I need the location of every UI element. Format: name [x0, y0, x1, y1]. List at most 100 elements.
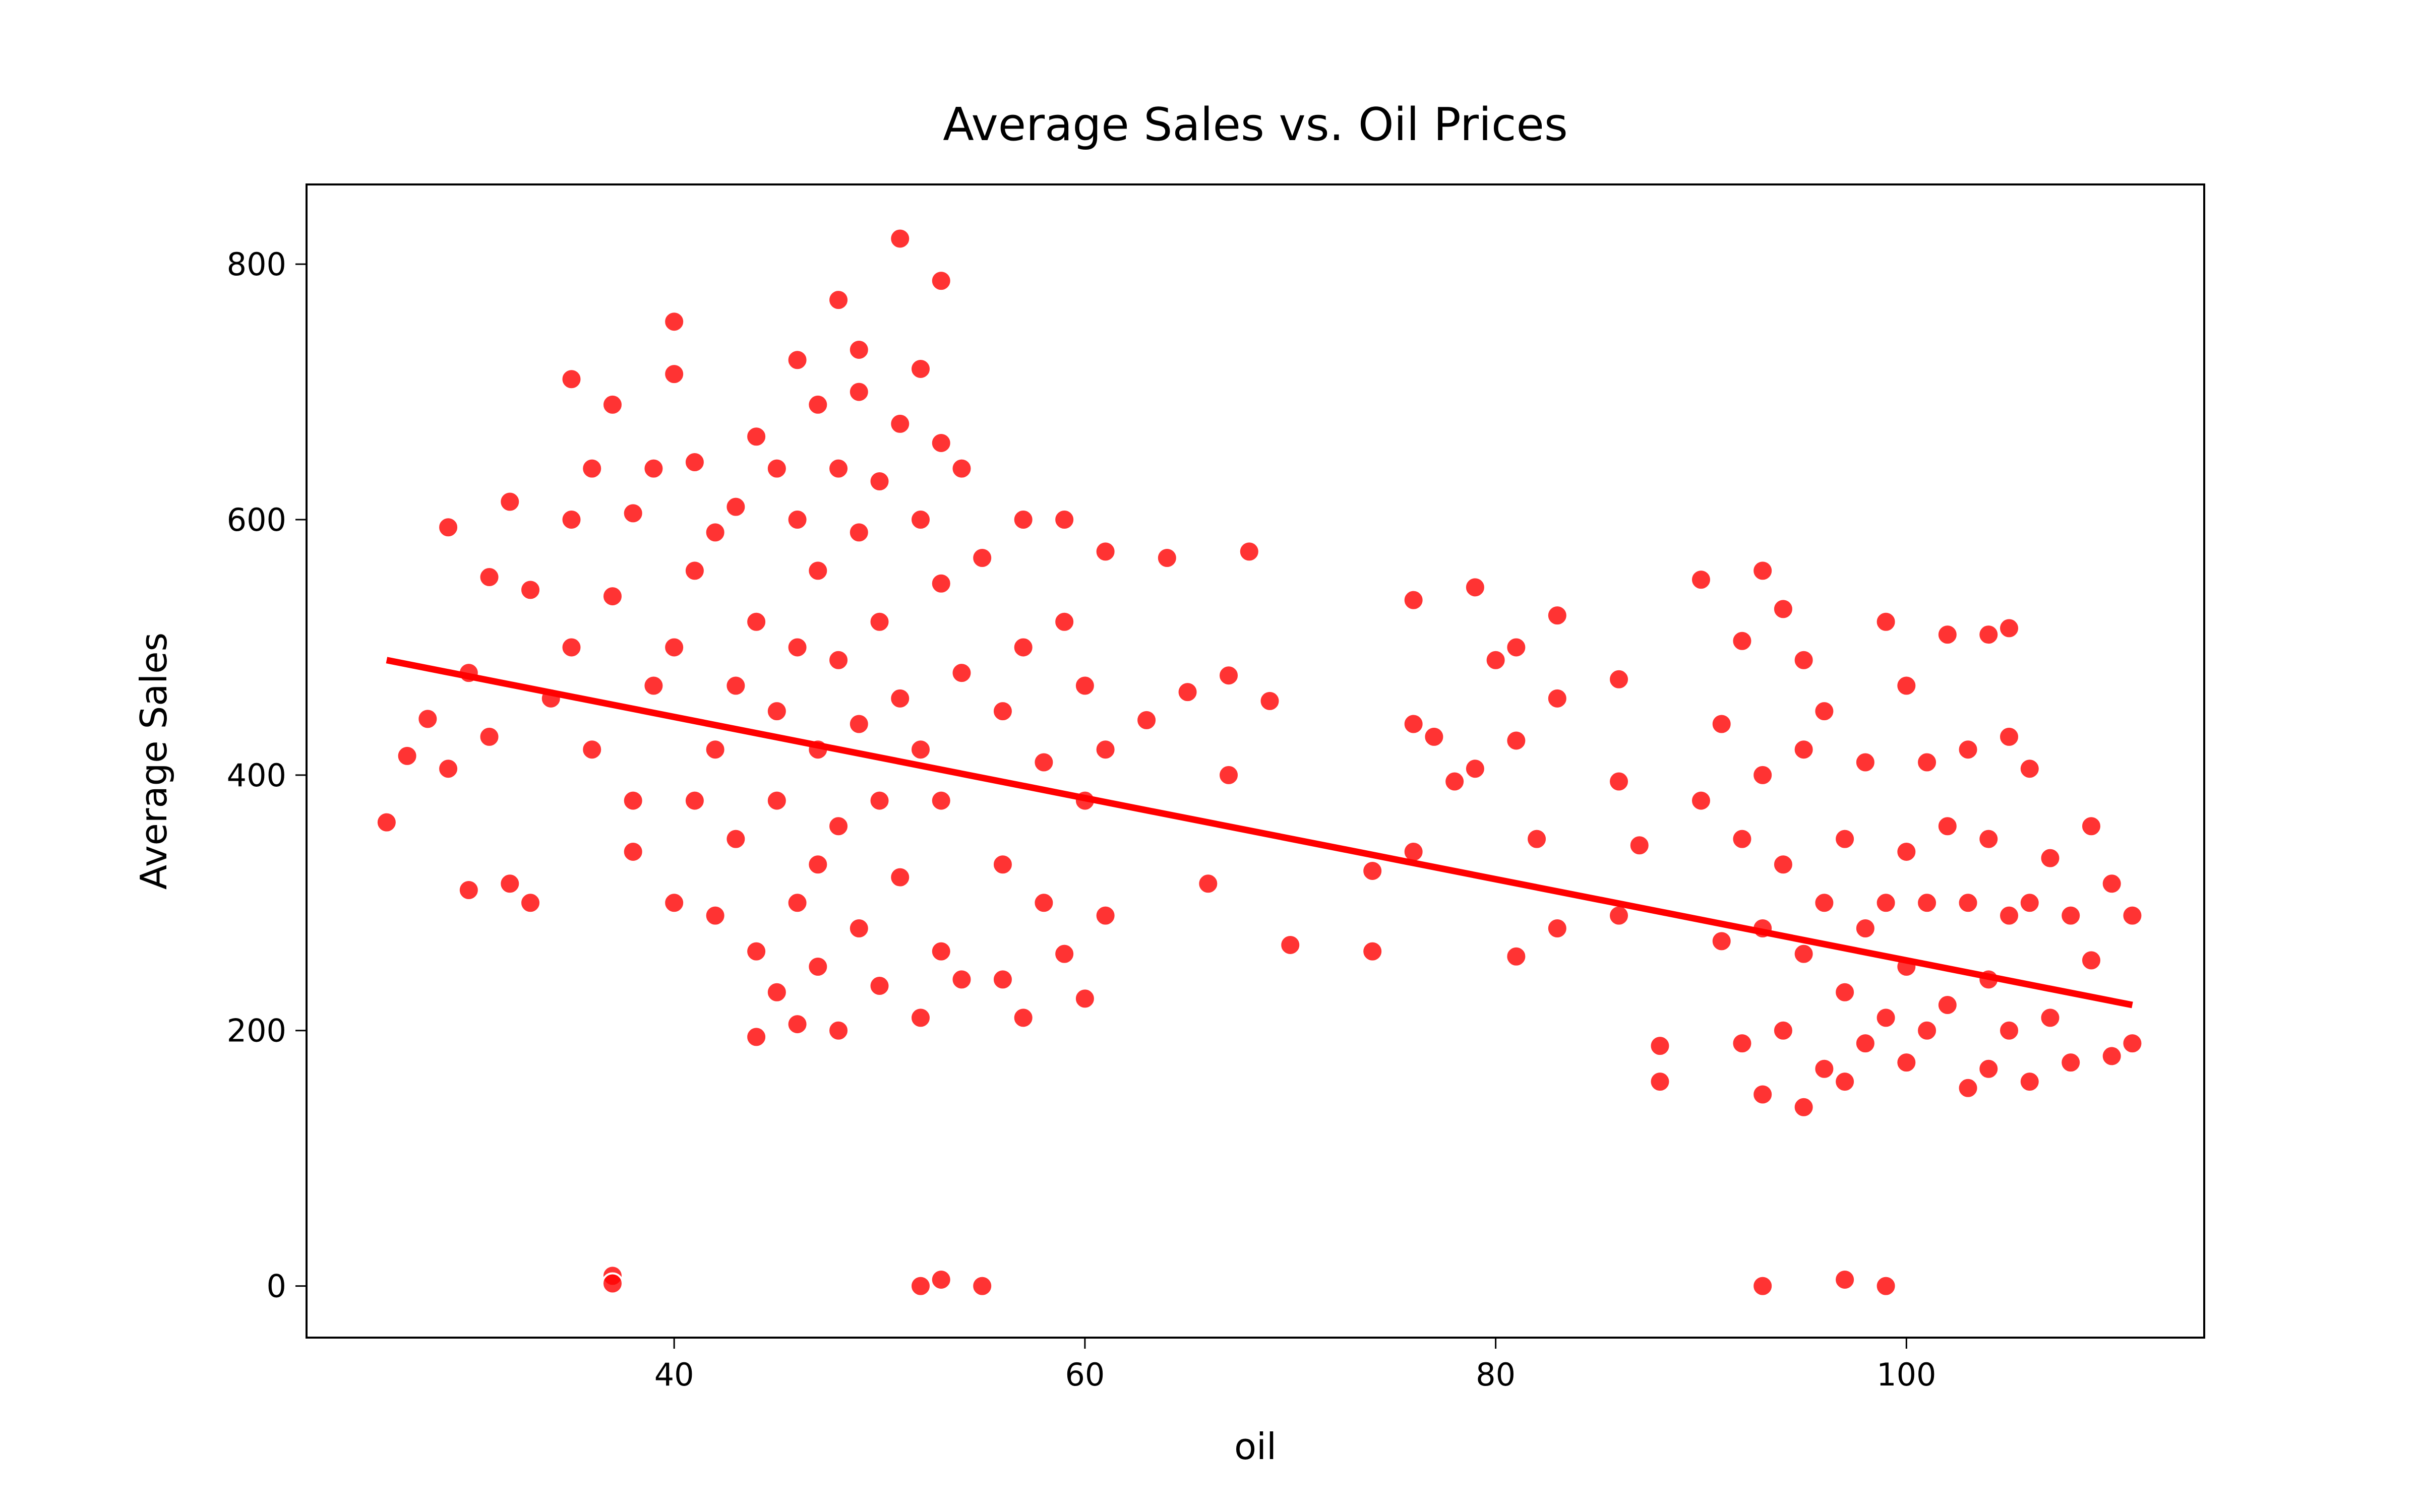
point — [765, 789, 788, 812]
point — [971, 547, 994, 570]
point — [2100, 872, 2123, 895]
point — [1423, 725, 1445, 748]
point — [1834, 1268, 1856, 1291]
point — [930, 431, 952, 454]
point — [560, 368, 583, 391]
point — [745, 425, 768, 448]
point — [1649, 1070, 1671, 1093]
point — [1751, 559, 1774, 582]
point — [416, 708, 439, 730]
point — [807, 853, 829, 876]
chart-title: Average Sales vs. Oil Prices — [943, 98, 1568, 151]
point — [1135, 709, 1158, 731]
point — [2018, 758, 2041, 780]
point — [868, 789, 891, 812]
point — [1402, 589, 1425, 611]
point — [1998, 617, 2021, 640]
point — [2080, 815, 2102, 838]
point — [499, 872, 521, 895]
point — [950, 968, 973, 991]
point — [622, 840, 644, 863]
x-tick-label: 80 — [1476, 1356, 1516, 1393]
point — [1895, 1051, 1918, 1074]
y-tick-label: 400 — [227, 757, 286, 794]
point — [1012, 509, 1035, 531]
point — [745, 1026, 768, 1048]
point — [827, 1019, 850, 1042]
point — [1710, 930, 1733, 953]
point — [1998, 725, 2021, 748]
point — [519, 579, 542, 601]
point — [724, 495, 747, 518]
point — [1094, 904, 1117, 927]
point — [2121, 1032, 2144, 1055]
point — [1772, 598, 1794, 620]
point — [1361, 940, 1384, 963]
point — [765, 700, 788, 723]
point — [1526, 828, 1548, 850]
point — [683, 789, 706, 812]
point — [519, 892, 542, 914]
point — [1094, 738, 1117, 761]
point — [2100, 1045, 2123, 1067]
point — [1731, 629, 1753, 652]
point — [1156, 547, 1178, 570]
point — [1772, 1019, 1794, 1042]
point — [581, 457, 603, 480]
point — [991, 700, 1014, 723]
point — [622, 789, 644, 812]
point — [1834, 981, 1856, 1003]
point — [1033, 751, 1055, 774]
point — [601, 585, 624, 608]
point — [560, 636, 583, 659]
point — [1012, 1006, 1035, 1029]
point — [1176, 681, 1199, 704]
point — [910, 738, 932, 761]
point — [1361, 859, 1384, 882]
point — [1218, 764, 1240, 786]
x-tick-label: 100 — [1877, 1356, 1936, 1393]
point — [704, 738, 727, 761]
point — [930, 1268, 952, 1291]
point — [1895, 840, 1918, 863]
plot-frame — [306, 183, 2205, 1339]
point — [1505, 945, 1528, 968]
point — [848, 521, 870, 544]
point — [1916, 1019, 1939, 1042]
point — [1895, 674, 1918, 697]
point — [1834, 828, 1856, 850]
point — [704, 521, 727, 544]
point — [1936, 815, 1959, 838]
point — [1751, 1275, 1774, 1297]
point — [991, 853, 1014, 876]
point — [848, 713, 870, 735]
point — [499, 490, 521, 513]
x-tick-label: 40 — [654, 1356, 694, 1393]
point — [827, 815, 850, 838]
point — [889, 866, 912, 889]
point — [1238, 540, 1260, 563]
point — [2121, 904, 2144, 927]
point — [1464, 576, 1486, 599]
point — [1464, 758, 1486, 780]
point — [910, 509, 932, 531]
point — [765, 981, 788, 1003]
point — [1813, 1057, 1836, 1080]
point — [910, 1275, 932, 1297]
point — [478, 725, 501, 748]
point — [1710, 713, 1733, 735]
point — [807, 393, 829, 416]
point — [868, 610, 891, 633]
point — [1608, 770, 1630, 793]
point — [1608, 668, 1630, 690]
point — [2060, 904, 2082, 927]
point — [1505, 636, 1528, 659]
point — [1484, 649, 1507, 671]
point — [2039, 1006, 2062, 1029]
point — [848, 338, 870, 361]
point — [1731, 1032, 1753, 1055]
point — [1957, 892, 1979, 914]
point — [1792, 1096, 1815, 1118]
point — [1731, 828, 1753, 850]
